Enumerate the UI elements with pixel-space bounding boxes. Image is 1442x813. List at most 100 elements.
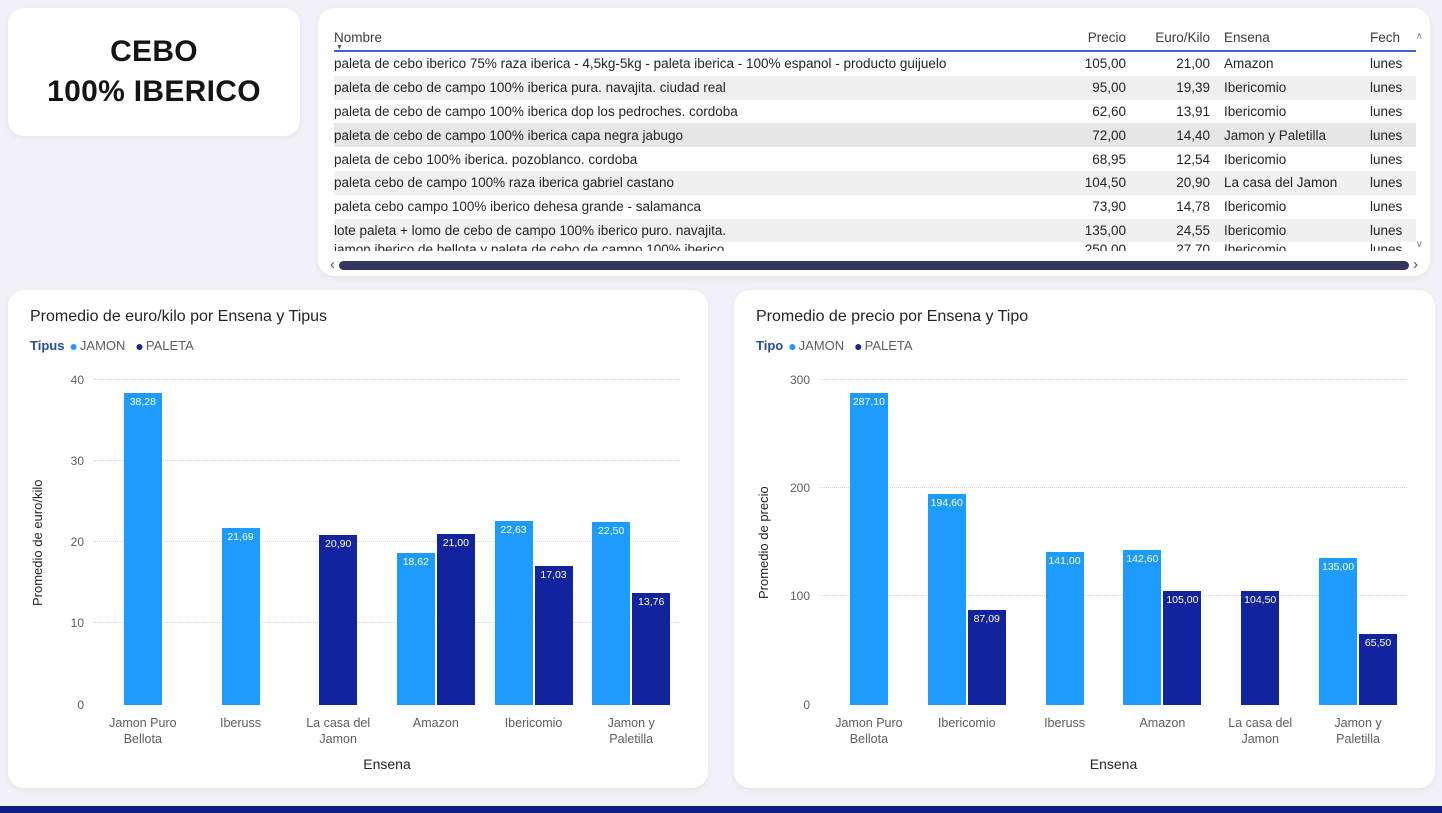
- table-row[interactable]: lote paleta + lomo de cebo de campo 100%…: [334, 218, 1416, 243]
- x-category-labels: Jamon Puro Bellota Iberuss La casa del Jam…: [94, 715, 680, 749]
- bar-jamon[interactable]: 194,60: [927, 493, 966, 705]
- gridline: [94, 378, 680, 380]
- table-row[interactable]: paleta de cebo iberico 75% raza iberica …: [334, 52, 1416, 76]
- cell-nombre: paleta de cebo iberico 75% raza iberica …: [334, 56, 947, 72]
- legend-item[interactable]: ● PALETA: [135, 338, 193, 353]
- cell-fecha: lunes: [1370, 199, 1402, 215]
- cell-ensena: Ibericomio: [1224, 103, 1287, 119]
- bar-jamon[interactable]: 287,10: [849, 393, 888, 705]
- scroll-up-icon[interactable]: ∧: [1415, 31, 1423, 42]
- cell-ensena: Ibericomio: [1224, 151, 1287, 167]
- horizontal-scrollbar-thumb[interactable]: [339, 260, 1409, 270]
- bar-value-label: 105,00: [1166, 593, 1199, 606]
- sort-descending-icon[interactable]: ▼: [336, 44, 343, 51]
- table-row[interactable]: paleta de cebo de campo 100% iberica cap…: [334, 123, 1416, 148]
- legend-items: ● JAMON ● PALETA: [788, 338, 922, 354]
- legend-item[interactable]: ● JAMON: [788, 338, 844, 353]
- plot-column: 0 100 200 300 287,10 194,60 87,09 141,00 142,60 1…: [790, 373, 1407, 772]
- bar-value-label: 287,10: [852, 396, 885, 409]
- table-row[interactable]: paleta cebo campo 100% iberico dehesa gr…: [334, 195, 1416, 219]
- bar-value-label: 22,50: [598, 524, 625, 537]
- cell-euro-kilo: 20,90: [1176, 175, 1210, 191]
- bar-paleta[interactable]: 87,09: [967, 610, 1006, 705]
- table-row[interactable]: paleta cebo de campo 100% raza iberica g…: [334, 170, 1416, 195]
- bar-jamon[interactable]: 142,60: [1123, 550, 1162, 705]
- legend-label: JAMON: [798, 338, 845, 353]
- bar-jamon[interactable]: 18,62: [396, 553, 435, 705]
- table-row[interactable]: paleta de cebo 100% iberica. pozoblanco.…: [334, 147, 1416, 171]
- cell-nombre: paleta de cebo de campo 100% iberica dop…: [334, 103, 738, 119]
- gridline: [820, 595, 1407, 597]
- x-category-labels: Jamon Puro Bellota Ibericomio Iberuss Amazo…: [820, 715, 1407, 749]
- cell-euro-kilo: 24,55: [1176, 222, 1210, 238]
- column-header-nombre[interactable]: Nombre: [334, 30, 383, 45]
- category-label: Iberuss: [220, 715, 261, 730]
- category-label: Jamon Puro Bellota: [109, 715, 177, 747]
- y-axis-title: Promedio de euro/kilo: [30, 478, 45, 606]
- cell-euro-kilo: 19,39: [1176, 80, 1210, 96]
- plot-area: 0 10 20 30 40 38,28 21,69 20,90 18,62 21,00 22,63 1…: [71, 373, 680, 712]
- bar-paleta[interactable]: 21,00: [436, 533, 475, 705]
- category-label: Jamon y Paletilla: [1334, 715, 1382, 747]
- cell-ensena: La casa del Jamon: [1224, 175, 1338, 191]
- category-label: Iberuss: [1044, 715, 1086, 730]
- bar-paleta[interactable]: 105,00: [1163, 590, 1202, 705]
- bar-paleta[interactable]: 20,90: [319, 534, 358, 705]
- bar-paleta[interactable]: 13,76: [632, 592, 671, 705]
- cell-fecha: lunes: [1370, 242, 1402, 252]
- bar-group: 142,60 105,00: [1113, 550, 1211, 705]
- bar-group: 104,50: [1211, 591, 1309, 705]
- column-header-ensena[interactable]: Ensena: [1224, 30, 1270, 45]
- cell-euro-kilo: 21,00: [1176, 56, 1210, 72]
- gridline: [820, 486, 1407, 488]
- cell-precio: 105,00: [1084, 56, 1126, 72]
- cell-nombre: paleta de cebo de campo 100% iberica pur…: [334, 80, 726, 96]
- bar-jamon[interactable]: 38,28: [123, 393, 162, 705]
- table-row[interactable]: jamon iberico de bellota y paleta de ceb…: [334, 242, 1416, 251]
- gridline: [94, 622, 680, 624]
- bar-value-label: 141,00: [1048, 554, 1081, 567]
- column-header-precio[interactable]: Precio: [1087, 30, 1126, 45]
- cell-ensena: Jamon y Paletilla: [1224, 127, 1327, 143]
- bar-jamon[interactable]: 22,63: [494, 520, 533, 705]
- cell-ensena: Ibericomio: [1224, 80, 1287, 96]
- legend-title: Tipus: [30, 338, 65, 354]
- bar-value-label: 38,28: [129, 396, 156, 409]
- legend-label: PALETA: [145, 338, 194, 353]
- bar-group: 22,50 13,76: [582, 521, 680, 705]
- category-label: La casa del Jamon: [1228, 715, 1293, 747]
- table-row[interactable]: paleta de cebo de campo 100% iberica pur…: [334, 75, 1416, 100]
- scroll-right-icon[interactable]: ›: [1413, 256, 1418, 273]
- bar-jamon[interactable]: 22,50: [592, 521, 631, 705]
- bar-jamon[interactable]: 21,69: [221, 528, 260, 705]
- cell-precio: 104,50: [1084, 175, 1126, 191]
- bar-jamon[interactable]: 141,00: [1045, 551, 1084, 705]
- cell-precio: 73,90: [1092, 199, 1126, 215]
- legend-items: ● JAMON ● PALETA: [69, 338, 203, 354]
- y-tick-label: 40: [70, 372, 84, 387]
- bar-value-label: 18,62: [402, 556, 429, 569]
- cell-nombre: jamon iberico de bellota y paleta de ceb…: [334, 242, 725, 252]
- legend-item[interactable]: ● PALETA: [854, 338, 912, 353]
- chart-body: Promedio de precio 0 100 200 300 287,10 194,6…: [756, 373, 1415, 772]
- page-bottom-accent-bar: [0, 806, 1442, 813]
- bar-group: 20,90: [289, 534, 387, 705]
- legend-item[interactable]: ● JAMON: [69, 338, 125, 353]
- cell-precio: 135,00: [1084, 222, 1126, 238]
- bar-jamon[interactable]: 135,00: [1319, 558, 1358, 705]
- column-header-fecha[interactable]: Fech: [1370, 30, 1401, 45]
- horizontal-scrollbar[interactable]: ‹ ›: [330, 256, 1418, 273]
- bar-group: 22,63 17,03: [485, 520, 583, 705]
- bar-paleta[interactable]: 17,03: [534, 566, 573, 705]
- y-tick-label: 0: [77, 697, 84, 712]
- table-row[interactable]: paleta de cebo de campo 100% iberica dop…: [334, 100, 1416, 124]
- column-header-euro-kilo[interactable]: Euro/Kilo: [1155, 30, 1210, 45]
- cell-euro-kilo: 14,78: [1176, 199, 1210, 215]
- gridline: [94, 459, 680, 461]
- bar-paleta[interactable]: 65,50: [1359, 633, 1398, 705]
- y-tick-label: 20: [70, 535, 84, 549]
- cell-precio: 68,95: [1092, 151, 1126, 167]
- bar-paleta[interactable]: 104,50: [1241, 591, 1280, 705]
- scroll-left-icon[interactable]: ‹: [330, 256, 335, 273]
- scroll-down-icon[interactable]: ∨: [1415, 239, 1423, 250]
